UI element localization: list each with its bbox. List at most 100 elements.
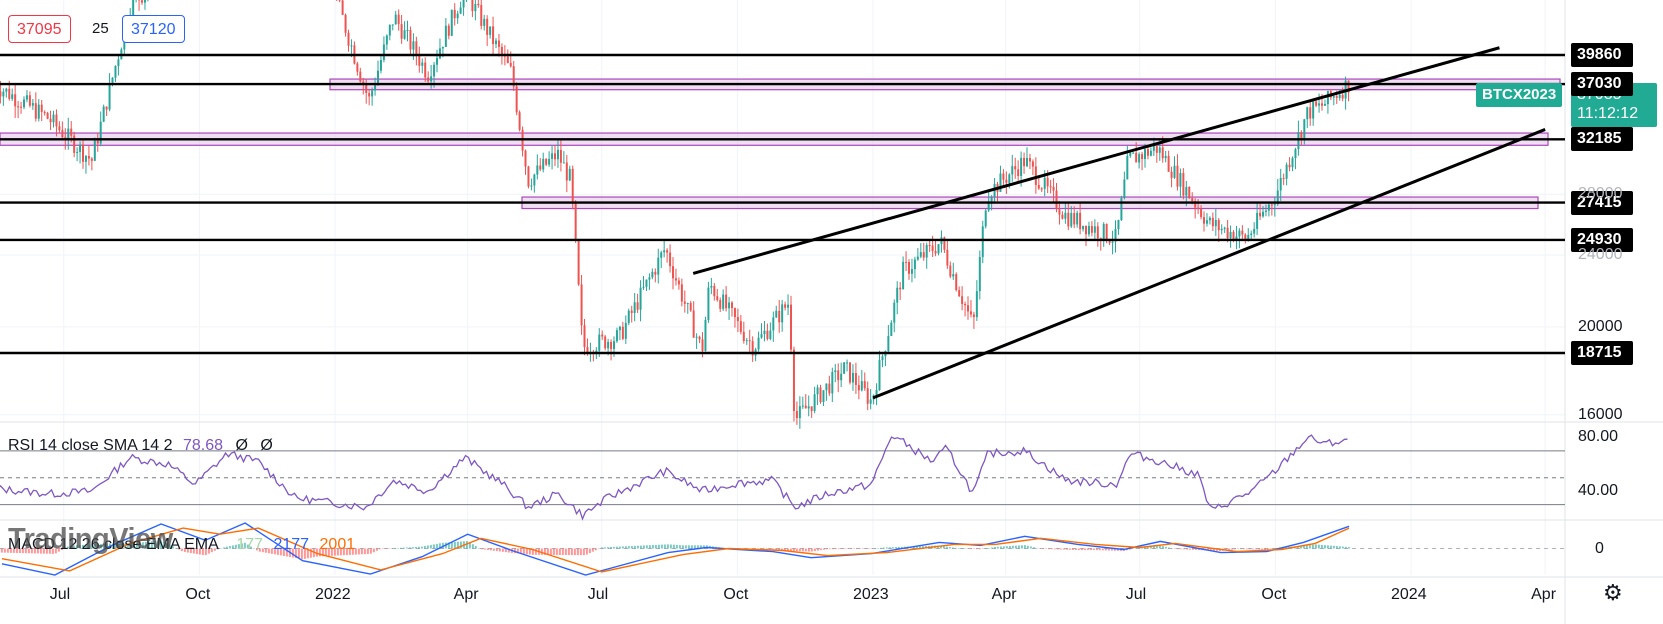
candle [1040,187,1043,192]
macd-legend[interactable]: MACD 12 26 close EMA EMA 177 2177 2001 [8,536,355,554]
macd-histogram-bar [567,548,570,556]
macd-histogram-bar [231,545,234,549]
horizontal-levels[interactable] [0,53,1565,355]
candle [769,322,772,341]
candle-body [795,411,798,419]
macd-histogram-bar [1296,546,1299,549]
candle-body [1105,224,1108,241]
candle-body [545,158,548,165]
candle [1270,202,1273,216]
candle [1211,212,1214,231]
macd-histogram-bar [69,545,72,549]
candle [506,49,509,64]
macd-histogram-bar [1215,548,1218,551]
ask-price-pill[interactable]: 37120 [122,15,185,43]
macd-histogram-bar [621,546,624,549]
candle [645,279,648,291]
candle-body [31,103,34,106]
candle-body [1250,233,1253,235]
candle-body [908,262,911,274]
gear-icon[interactable]: ⚙ [1603,580,1623,605]
candle [757,331,760,352]
candle [1037,177,1040,190]
candle-body [680,284,683,302]
macd-histogram-bar [774,548,777,550]
candle [1288,157,1291,172]
candle-body [964,303,967,306]
macd-histogram-bar [1005,546,1008,549]
candle [736,308,739,333]
candle [1149,147,1152,157]
candle [574,200,577,243]
macd-histogram-bar [1029,546,1032,549]
candle-body [1123,179,1126,199]
macd-histogram-bar [1212,548,1215,551]
macd-histogram-bar [1050,548,1053,550]
candle-body [143,0,146,3]
candle-body [1244,234,1247,241]
candle-body [492,26,495,45]
candle [58,121,61,134]
candle-body [474,3,477,12]
candle [837,363,840,393]
candle-body [834,370,837,373]
candle-body [1226,227,1229,239]
candle-body [1064,212,1067,219]
macd-histogram-bar [3,548,6,553]
macd-histogram-bar [939,545,942,549]
macd-histogram-bar [1158,545,1161,549]
candle [636,293,639,314]
candle [138,0,141,11]
bid-price-pill[interactable]: 37095 [8,15,71,43]
macd-histogram-bar [1194,548,1197,550]
candle-body [500,46,503,55]
candle-body [890,322,893,336]
macd-histogram-bar [495,548,498,552]
candle-body [5,88,8,92]
macd-histogram-bar [1314,544,1317,549]
candle [1309,99,1312,126]
candle [87,145,90,166]
candle [1082,225,1085,232]
candle [751,336,754,362]
candle-body [787,304,790,308]
rsi-legend[interactable]: RSI 14 close SMA 14 2 78.68 Ø Ø [8,437,273,455]
macd-histogram-bar [963,548,966,549]
candle [713,282,716,301]
candle [925,242,928,269]
macd-histogram-bar [456,541,459,549]
candle-body [111,77,114,83]
macd-histogram-bar [126,543,129,549]
macd-title: MACD 12 26 close EMA EMA [8,536,218,553]
trendlines[interactable] [692,46,1546,400]
candle-body [639,287,642,310]
candle-body [20,106,23,108]
macd-histogram-bar [789,548,792,551]
candle-body [931,245,934,252]
candle [704,316,707,352]
candle-body [515,86,518,113]
candle-body [1264,210,1267,212]
candle-body [388,25,391,36]
candle-body [896,287,899,303]
candle [580,274,583,335]
candle-body [141,0,144,3]
candle-body [813,394,816,412]
candle [527,165,530,189]
macd-histogram-bar [39,548,42,554]
candle-body [1067,212,1070,227]
candle-body [1167,155,1170,172]
macd-histogram-bar [564,548,567,556]
candle [477,0,480,8]
macd-histogram-bar [1347,547,1350,549]
candle-body [1321,103,1324,106]
candle [896,281,899,315]
candle [559,139,562,172]
macd-histogram-bar [825,548,828,550]
macd-histogram-bar [594,548,597,551]
candle [562,151,565,164]
candle [400,14,403,44]
candle [1323,99,1326,106]
candle-body [374,84,377,91]
